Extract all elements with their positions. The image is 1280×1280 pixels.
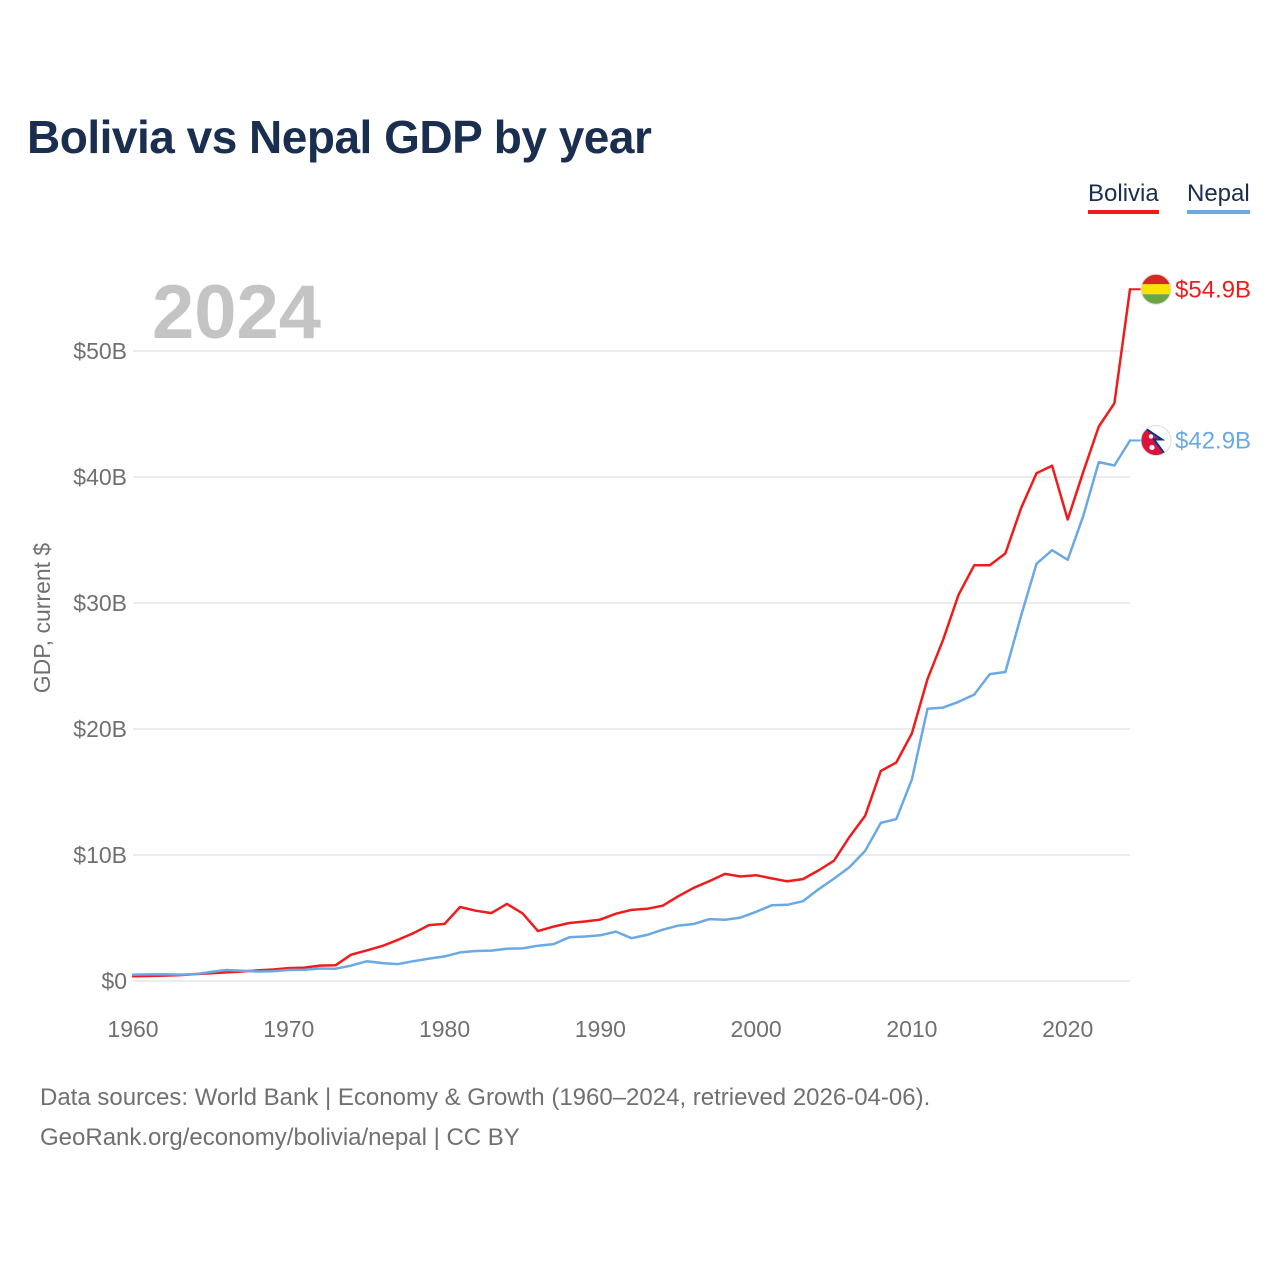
series-line-bolivia[interactable] [131,288,1132,978]
end-value-label-bolivia: $54.9B [1175,276,1251,303]
x-tick-label: 2000 [731,1016,782,1042]
source-text: Data sources: World Bank | Economy & Gro… [40,1084,931,1111]
y-tick-label: $50B [73,338,127,364]
y-tick-label: $30B [73,590,127,616]
x-tick-label: 1990 [575,1016,626,1042]
x-tick-label: 1960 [107,1016,158,1042]
legend-item-nepal[interactable]: Nepal [1187,180,1250,214]
series-line-nepal[interactable] [131,439,1132,976]
end-value-label-nepal: $42.9B [1175,427,1251,454]
x-tick-label: 2020 [1042,1016,1093,1042]
source-link[interactable]: GeoRank.org/economy/bolivia/nepal | CC B… [40,1124,520,1151]
x-tick-label: 1980 [419,1016,470,1042]
legend-item-bolivia[interactable]: Bolivia [1088,180,1159,214]
bolivia-flag-icon [1140,273,1172,305]
x-tick-label: 2010 [886,1016,937,1042]
y-tick-label: $10B [73,842,127,868]
y-axis-label: GDP, current $ [29,543,55,694]
y-tick-label: $40B [73,464,127,490]
year-watermark: 2024 [152,270,321,355]
y-tick-label: $0 [101,968,127,994]
chart-title: Bolivia vs Nepal GDP by year [27,111,652,163]
y-tick-label: $20B [73,716,127,742]
nepal-flag-icon [1140,424,1172,456]
x-tick-label: 1970 [263,1016,314,1042]
